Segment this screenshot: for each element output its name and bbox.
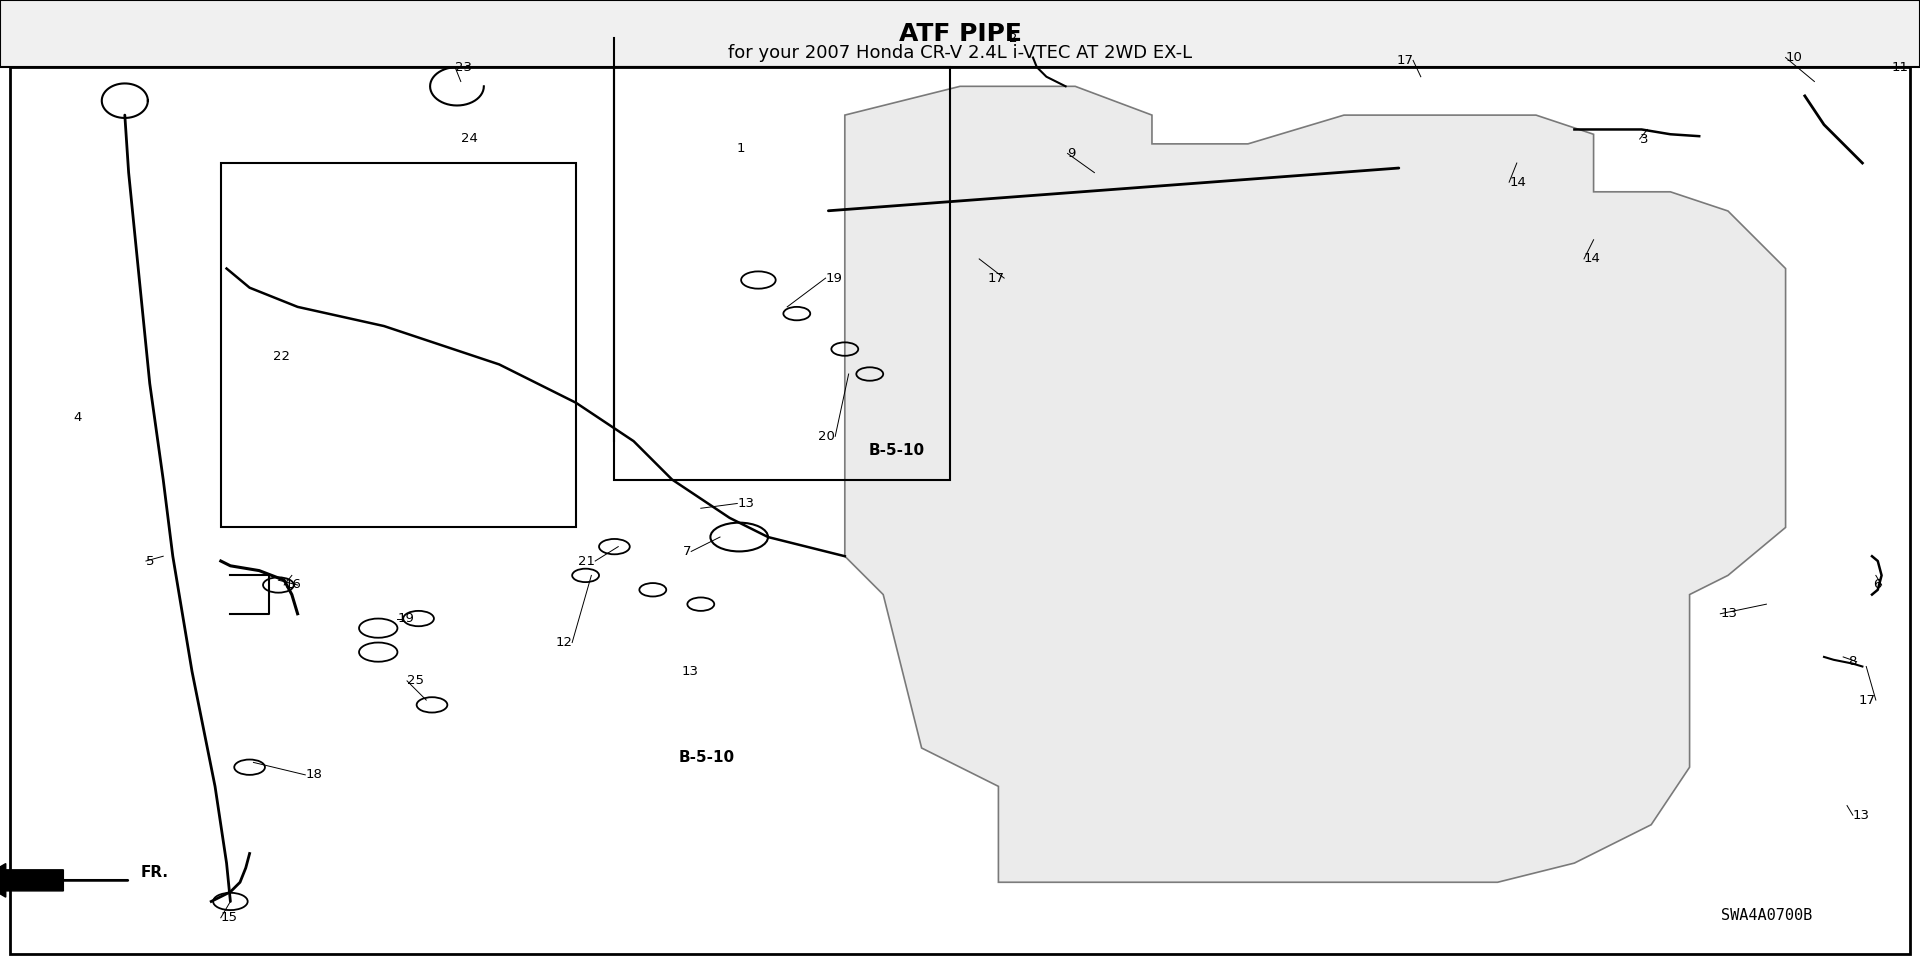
- Text: ATF PIPE: ATF PIPE: [899, 21, 1021, 46]
- Text: 13: 13: [682, 665, 699, 678]
- Text: 10: 10: [1786, 51, 1803, 64]
- Text: 9: 9: [1068, 147, 1075, 160]
- Text: 15: 15: [221, 911, 238, 924]
- Bar: [221, 163, 576, 527]
- Text: 5: 5: [146, 554, 154, 568]
- Text: 21: 21: [578, 554, 595, 568]
- Text: 2: 2: [1010, 32, 1018, 45]
- Text: 8: 8: [1849, 655, 1857, 668]
- Text: 23: 23: [455, 60, 472, 74]
- Text: for your 2007 Honda CR-V 2.4L i-VTEC AT 2WD EX-L: for your 2007 Honda CR-V 2.4L i-VTEC AT …: [728, 44, 1192, 61]
- Text: 4: 4: [73, 410, 81, 424]
- Text: 11: 11: [1891, 60, 1908, 74]
- Text: SWA4A0700B: SWA4A0700B: [1720, 908, 1812, 924]
- Polygon shape: [845, 86, 1786, 882]
- Text: 13: 13: [737, 497, 755, 510]
- Text: 1: 1: [737, 142, 745, 155]
- Text: 19: 19: [826, 271, 843, 285]
- Text: 20: 20: [818, 430, 835, 443]
- Text: 14: 14: [1584, 252, 1601, 266]
- Text: FR.: FR.: [140, 865, 169, 880]
- Text: 7: 7: [684, 545, 691, 558]
- Text: 6: 6: [1874, 578, 1882, 592]
- Text: 24: 24: [461, 131, 478, 145]
- Text: 17: 17: [1396, 54, 1413, 67]
- Text: B-5-10: B-5-10: [678, 750, 735, 765]
- Text: 13: 13: [1720, 607, 1738, 620]
- Text: 19: 19: [397, 612, 415, 625]
- Text: 17: 17: [1859, 693, 1876, 707]
- Text: 18: 18: [305, 768, 323, 782]
- Text: 22: 22: [273, 350, 290, 363]
- Text: 25: 25: [407, 674, 424, 688]
- FancyArrow shape: [0, 863, 63, 898]
- Bar: [614, 67, 950, 480]
- Text: 16: 16: [284, 578, 301, 592]
- Bar: [0, 0, 1920, 67]
- Text: 13: 13: [1853, 808, 1870, 822]
- Text: 3: 3: [1640, 132, 1647, 146]
- Text: 17: 17: [987, 271, 1004, 285]
- Text: B-5-10: B-5-10: [868, 443, 925, 458]
- Text: 14: 14: [1509, 175, 1526, 189]
- Text: 12: 12: [555, 636, 572, 649]
